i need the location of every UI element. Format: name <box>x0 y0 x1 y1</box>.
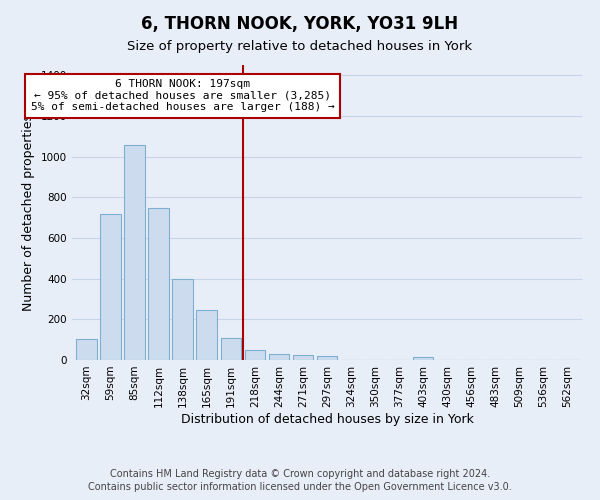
Bar <box>293 355 313 360</box>
Bar <box>124 146 145 360</box>
Bar <box>172 278 193 360</box>
Text: Contains HM Land Registry data © Crown copyright and database right 2024.
Contai: Contains HM Land Registry data © Crown c… <box>88 470 512 492</box>
Y-axis label: Number of detached properties: Number of detached properties <box>22 114 35 311</box>
Bar <box>76 338 97 360</box>
Bar <box>413 357 433 360</box>
Bar <box>269 354 289 360</box>
Bar <box>221 338 241 360</box>
Bar <box>100 214 121 360</box>
Text: 6, THORN NOOK, YORK, YO31 9LH: 6, THORN NOOK, YORK, YO31 9LH <box>142 15 458 33</box>
Bar <box>196 310 217 360</box>
Bar <box>317 356 337 360</box>
Bar <box>245 350 265 360</box>
X-axis label: Distribution of detached houses by size in York: Distribution of detached houses by size … <box>181 412 473 426</box>
Text: 6 THORN NOOK: 197sqm
← 95% of detached houses are smaller (3,285)
5% of semi-det: 6 THORN NOOK: 197sqm ← 95% of detached h… <box>31 79 335 112</box>
Bar <box>148 208 169 360</box>
Text: Size of property relative to detached houses in York: Size of property relative to detached ho… <box>127 40 473 53</box>
